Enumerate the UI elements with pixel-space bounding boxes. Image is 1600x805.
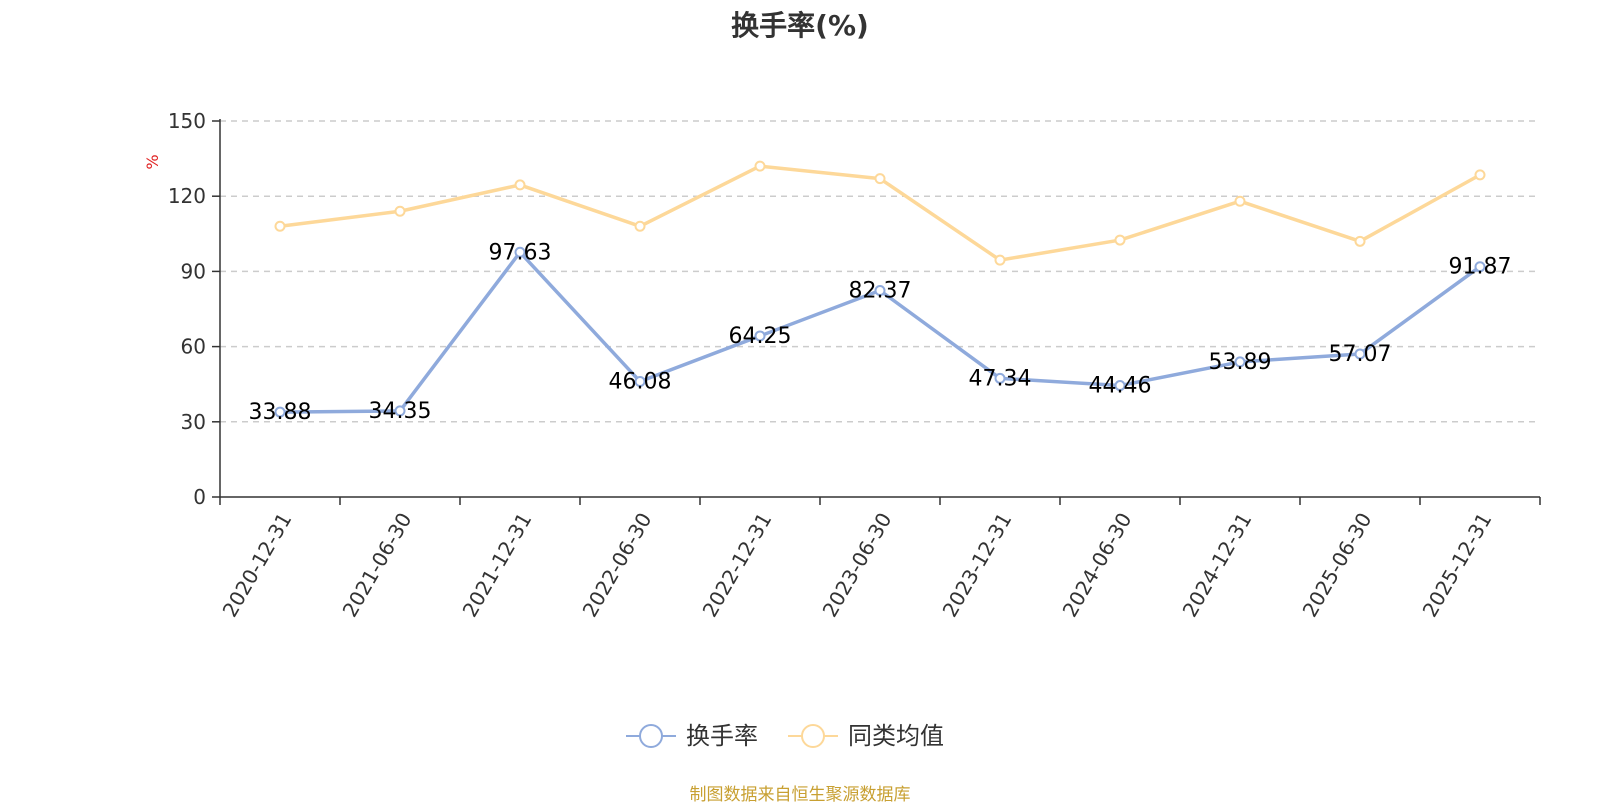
legend-marker (801, 724, 825, 748)
data-point (754, 160, 766, 172)
x-tick-label: 2022-12-31 (698, 509, 777, 622)
gridlines (220, 120, 1540, 423)
data-label: 47.34 (969, 366, 1032, 391)
y-tick-label: 120 (168, 184, 206, 208)
data-point (1234, 195, 1246, 207)
x-tick-label: 2023-06-30 (818, 509, 897, 622)
legend-marker (639, 724, 663, 748)
data-point (634, 375, 646, 387)
data-label: 44.46 (1089, 374, 1152, 399)
x-tick-label: 2021-12-31 (458, 509, 537, 622)
y-tick-label: 90 (181, 259, 206, 283)
data-label: 57.07 (1329, 342, 1392, 367)
data-point (1474, 261, 1486, 273)
data-label: 53.89 (1209, 350, 1272, 375)
data-point (754, 330, 766, 342)
data-label: 97.63 (489, 240, 552, 265)
data-point (874, 173, 886, 185)
data-point (1114, 380, 1126, 392)
data-point (874, 285, 886, 297)
data-label: 64.25 (729, 324, 792, 349)
data-point (634, 220, 646, 232)
x-tick-label: 2025-12-31 (1418, 509, 1497, 622)
legend-label: 换手率 (686, 722, 758, 750)
footer-source: 制图数据来自恒生聚源数据库 (689, 785, 911, 805)
data-point (1354, 235, 1366, 247)
data-point (274, 406, 286, 418)
legend-item-1[interactable]: 换手率 (626, 722, 758, 750)
y-tick-label: 150 (168, 109, 206, 133)
data-point (514, 246, 526, 258)
legend-label: 同类均值 (848, 722, 944, 750)
data-label: 91.87 (1449, 255, 1512, 280)
legend[interactable]: 换手率 同类均值 (626, 722, 944, 750)
data-point (994, 372, 1006, 384)
x-tick-label: 2020-12-31 (218, 509, 297, 622)
data-label: 82.37 (849, 279, 912, 304)
data-point (394, 405, 406, 417)
legend-item-2[interactable]: 同类均值 (788, 722, 944, 750)
x-tick-label: 2023-12-31 (938, 509, 1017, 622)
data-point (1354, 348, 1366, 360)
series (274, 160, 1486, 418)
y-tick-label: 60 (181, 335, 206, 359)
data-label: 46.08 (609, 369, 672, 394)
data-point (394, 205, 406, 217)
data-point (1474, 169, 1486, 181)
data-point (1234, 356, 1246, 368)
x-tick-label: 2022-06-30 (578, 509, 657, 622)
x-tick-label: 2024-12-31 (1178, 509, 1257, 622)
x-tick-label: 2025-06-30 (1298, 509, 1377, 622)
data-label: 33.88 (249, 400, 312, 425)
y-tick-label: 30 (181, 410, 206, 434)
data-point (514, 179, 526, 191)
series-line-1 (279, 250, 1482, 414)
x-tick-label: 2024-06-30 (1058, 509, 1137, 622)
chart-title: 换手率(%) (731, 9, 869, 42)
x-tick-label: 2021-06-30 (338, 509, 417, 622)
data-point (1114, 234, 1126, 246)
y-tick-label: 0 (193, 485, 206, 509)
y-axis-label: % (143, 154, 162, 169)
data-label: 34.35 (369, 399, 432, 424)
data-point (274, 220, 286, 232)
data-labels: 33.88 34.35 97.63 46.08 64.25 82.37 47.34 44.46… (249, 240, 1512, 425)
data-point (994, 254, 1006, 266)
